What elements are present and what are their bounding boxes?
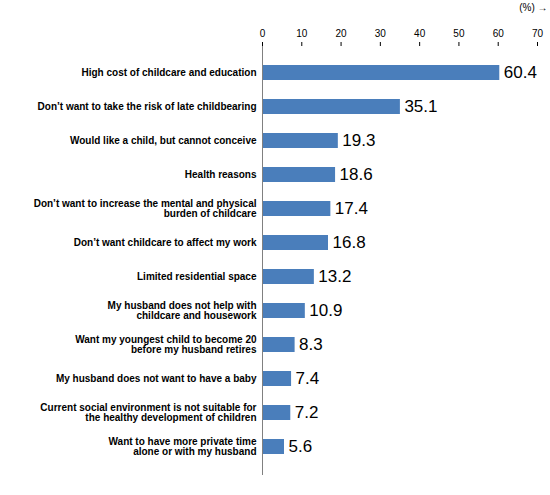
svg-text:5.6: 5.6 xyxy=(289,437,313,456)
svg-text:60: 60 xyxy=(493,28,505,39)
svg-text:Don’t want childcare to affect: Don’t want childcare to affect my work xyxy=(74,237,257,248)
svg-text:35.1: 35.1 xyxy=(404,97,437,116)
svg-text:Want to have more private time: Want to have more private timealone or w… xyxy=(109,436,257,457)
svg-text:My husband does not want to ha: My husband does not want to have a baby xyxy=(56,373,257,384)
svg-text:Want my youngest child to beco: Want my youngest child to become 20befor… xyxy=(75,334,257,355)
svg-text:Limited residential space: Limited residential space xyxy=(137,271,257,282)
svg-text:19.3: 19.3 xyxy=(342,131,375,150)
svg-text:7.4: 7.4 xyxy=(296,369,320,388)
svg-text:70: 70 xyxy=(532,28,544,39)
svg-text:30: 30 xyxy=(375,28,387,39)
svg-text:High cost of childcare and edu: High cost of childcare and education xyxy=(81,67,256,78)
svg-text:Don’t want to take the risk of: Don’t want to take the risk of late chil… xyxy=(38,101,257,112)
svg-text:7.2: 7.2 xyxy=(295,403,319,422)
svg-text:17.4: 17.4 xyxy=(335,199,368,218)
svg-text:20: 20 xyxy=(336,28,348,39)
svg-text:0: 0 xyxy=(260,28,266,39)
svg-text:Would like a child, but cannot: Would like a child, but cannot conceive xyxy=(70,135,257,146)
svg-text:8.3: 8.3 xyxy=(299,335,323,354)
svg-text:50: 50 xyxy=(453,28,465,39)
svg-text:60.4: 60.4 xyxy=(504,63,537,82)
svg-text:Current social environment is: Current social environment is not suitab… xyxy=(40,402,256,423)
svg-text:Don’t want to increase the men: Don’t want to increase the mental and ph… xyxy=(34,198,257,219)
svg-text:16.8: 16.8 xyxy=(333,233,366,252)
svg-text:(%) →: (%) → xyxy=(519,2,547,13)
svg-text:13.2: 13.2 xyxy=(318,267,351,286)
svg-text:10.9: 10.9 xyxy=(309,301,342,320)
svg-text:10: 10 xyxy=(296,28,308,39)
svg-text:My husband does not help withc: My husband does not help withchildcare a… xyxy=(108,300,257,321)
svg-text:18.6: 18.6 xyxy=(340,165,373,184)
svg-text:40: 40 xyxy=(414,28,426,39)
svg-text:Health reasons: Health reasons xyxy=(185,169,257,180)
